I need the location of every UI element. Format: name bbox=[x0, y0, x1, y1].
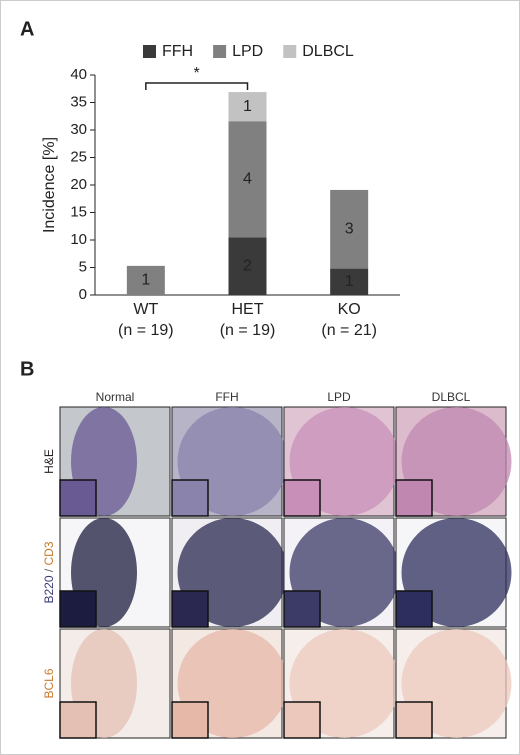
legend-swatch bbox=[143, 45, 156, 58]
y-tick-label: 25 bbox=[70, 148, 87, 165]
data-label: 1 bbox=[141, 272, 150, 289]
inset bbox=[395, 590, 433, 628]
y-tick-label: 40 bbox=[70, 66, 87, 83]
row-label-part: CD3 bbox=[42, 541, 56, 565]
row-label-part: / bbox=[42, 565, 56, 575]
significance-bracket bbox=[145, 82, 249, 90]
y-tick-label: 5 bbox=[79, 258, 87, 275]
row-label: H&E bbox=[42, 449, 56, 474]
inset bbox=[171, 701, 209, 739]
inset bbox=[283, 479, 321, 517]
y-axis-label: Incidence [%] bbox=[41, 137, 58, 233]
y-tick-label: 15 bbox=[70, 203, 87, 220]
x-tick-label: HET bbox=[232, 301, 264, 318]
column-header: Normal bbox=[96, 390, 135, 404]
row-label: BCL6 bbox=[42, 668, 56, 698]
bar-segment bbox=[330, 268, 369, 295]
y-tick-label: 0 bbox=[79, 286, 87, 303]
row-label-part: BCL6 bbox=[42, 668, 56, 698]
panel-label: A bbox=[20, 18, 34, 40]
column-header: DLBCL bbox=[432, 390, 471, 404]
data-label: 3 bbox=[345, 220, 354, 237]
data-label: 4 bbox=[243, 170, 252, 187]
inset bbox=[59, 590, 97, 628]
inset bbox=[283, 590, 321, 628]
inset bbox=[283, 701, 321, 739]
inset bbox=[171, 590, 209, 628]
inset bbox=[395, 701, 433, 739]
panel-label: B bbox=[20, 358, 34, 380]
y-tick-label: 35 bbox=[70, 93, 87, 110]
x-tick-label: KO bbox=[338, 301, 361, 318]
row-label-part: H&E bbox=[42, 449, 56, 474]
bar-segment bbox=[330, 189, 369, 269]
legend-label: LPD bbox=[232, 43, 263, 60]
y-tick-label: 30 bbox=[70, 121, 87, 138]
column-header: LPD bbox=[327, 390, 351, 404]
column-header: FFH bbox=[215, 390, 238, 404]
sample-size: (n = 19) bbox=[220, 322, 276, 339]
data-label: 1 bbox=[345, 273, 354, 290]
bar-segment bbox=[228, 237, 267, 295]
inset bbox=[59, 479, 97, 517]
legend-label: FFH bbox=[162, 43, 193, 60]
data-label: 2 bbox=[243, 257, 252, 274]
sample-size: (n = 19) bbox=[118, 322, 174, 339]
significance-label: * bbox=[194, 65, 200, 82]
bar-segment bbox=[228, 92, 267, 122]
legend-swatch bbox=[283, 45, 297, 58]
legend-label: DLBCL bbox=[302, 43, 354, 60]
legend-swatch bbox=[213, 45, 227, 58]
x-tick-label: WT bbox=[133, 301, 158, 318]
y-tick-label: 10 bbox=[70, 231, 87, 248]
inset bbox=[59, 701, 97, 739]
inset bbox=[395, 479, 433, 517]
data-label: 1 bbox=[243, 98, 252, 115]
bar-segment bbox=[228, 121, 267, 238]
row-label-part: B220 bbox=[42, 575, 56, 603]
y-tick-label: 20 bbox=[70, 176, 87, 193]
sample-size: (n = 21) bbox=[321, 322, 377, 339]
row-label: B220 / CD3 bbox=[42, 541, 56, 603]
bar-segment bbox=[126, 265, 165, 295]
inset bbox=[171, 479, 209, 517]
